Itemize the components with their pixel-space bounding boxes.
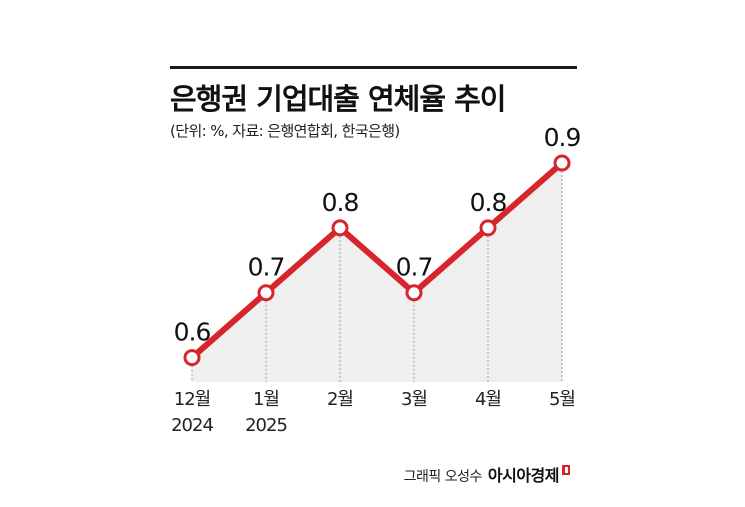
value-label-2: 0.8 <box>322 188 359 217</box>
x-tick-label-0: 12월 2024 <box>171 389 213 436</box>
credit-author: 그래픽 오성수 <box>403 469 483 485</box>
x-tick-label-2: 2월 <box>327 389 353 410</box>
x-tick-label-1: 1월 2025 <box>245 389 287 436</box>
chart-subtitle: (단위: %, 자료: 은행연합회, 한국은행) <box>170 122 400 140</box>
brand-logo-icon <box>562 465 570 475</box>
value-label-3: 0.7 <box>396 253 433 282</box>
data-point-2 <box>331 219 349 237</box>
value-label-4: 0.8 <box>470 188 507 217</box>
title-rule <box>170 66 577 69</box>
area-fill <box>192 162 562 382</box>
x-tick-label-4: 4월 <box>475 389 501 410</box>
data-point-3 <box>405 284 423 302</box>
data-point-5 <box>553 154 571 172</box>
value-label-1: 0.7 <box>248 253 285 282</box>
chart-title: 은행권 기업대출 연체율 추이 <box>170 82 506 116</box>
x-tick-label-5: 5월 <box>549 389 575 410</box>
data-point-1 <box>257 284 275 302</box>
data-point-0 <box>183 349 201 367</box>
brand-name: 아시아경제 <box>487 466 560 485</box>
value-label-0: 0.6 <box>174 318 211 347</box>
x-tick-label-3: 3월 <box>401 389 427 410</box>
value-label-5: 0.9 <box>544 123 581 152</box>
series-line <box>189 159 565 361</box>
credit-line: 그래픽 오성수 아시아경제 <box>404 462 570 486</box>
data-point-4 <box>479 219 497 237</box>
